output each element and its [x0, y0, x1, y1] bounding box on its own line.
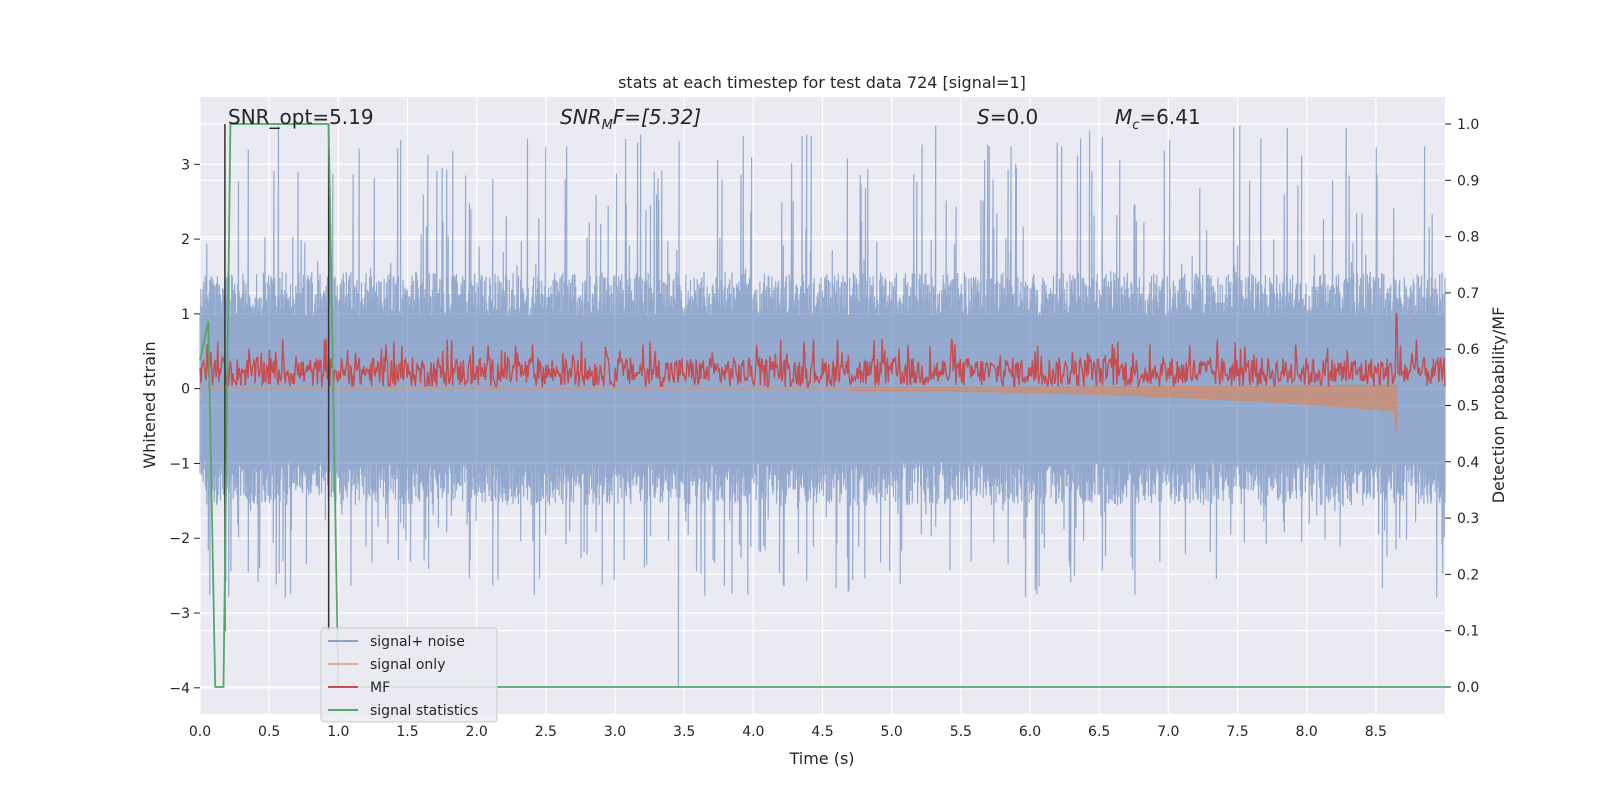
y-tick-label: 2 — [181, 232, 190, 248]
y2-tick-label: 0.4 — [1457, 455, 1479, 471]
y-tick-label: 0 — [181, 382, 190, 398]
x-tick-label: 6.5 — [1088, 724, 1110, 740]
x-axis-ticks: 0.0 0.5 1.0 1.5 2.0 2.5 3.0 3.5 4.0 4.5 5.0 5.5 6.0 6… — [189, 724, 1387, 740]
y2-axis-label: Detection probability/MF — [1489, 307, 1508, 504]
x-tick-label: 7.5 — [1226, 724, 1248, 740]
signal-only-chirp — [849, 384, 1398, 434]
x-tick-label: 8.5 — [1365, 724, 1387, 740]
x-axis-label: Time (s) — [788, 749, 854, 768]
legend-label-signal-only: signal only — [370, 657, 445, 673]
x-tick-label: 4.5 — [811, 724, 833, 740]
y-axis-ticks: −4 −3 −2 −1 0 1 2 3 — [169, 157, 200, 697]
series-signal-noise — [199, 125, 1446, 688]
y2-tick-label: 0.2 — [1457, 567, 1479, 583]
y-tick-label: −3 — [169, 606, 190, 622]
legend-label-signal-statistics: signal statistics — [370, 703, 478, 719]
y-axis-label: Whitened strain — [140, 341, 159, 468]
y2-tick-label: 0.8 — [1457, 230, 1479, 246]
x-tick-label: 5.5 — [950, 724, 972, 740]
x-tick-label: 2.5 — [535, 724, 557, 740]
x-tick-label: 4.0 — [742, 724, 764, 740]
annotation-snr-opt: SNR_opt=5.19 — [228, 105, 374, 129]
mf-line — [199, 313, 1446, 389]
legend: signal+ noise signal only MF signal stat… — [320, 627, 498, 723]
y2-tick-label: 0.0 — [1457, 680, 1479, 696]
x-tick-label: 0.5 — [258, 724, 280, 740]
x-tick-label: 6.0 — [1019, 724, 1041, 740]
signal-noise-line — [199, 125, 1446, 688]
y-tick-label: 1 — [181, 307, 190, 323]
y2-tick-label: 0.6 — [1457, 342, 1479, 358]
y2-tick-label: 0.1 — [1457, 624, 1479, 640]
y-tick-label: 3 — [181, 157, 190, 173]
annotation-snr-mf: SNRMF=[5.32] — [560, 105, 701, 133]
x-tick-label: 7.0 — [1157, 724, 1179, 740]
x-tick-label: 8.0 — [1296, 724, 1318, 740]
y-tick-label: −2 — [169, 531, 190, 547]
x-tick-label: 1.5 — [396, 724, 418, 740]
x-tick-label: 0.0 — [189, 724, 211, 740]
series-signal-only — [200, 384, 1398, 434]
x-tick-label: 5.0 — [881, 724, 903, 740]
x-tick-label: 3.5 — [673, 724, 695, 740]
annotation-mc: Mc=6.41 — [1115, 105, 1201, 133]
y-tick-label: −1 — [169, 456, 190, 472]
y2-axis-ticks: 0.0 0.1 0.2 0.3 0.4 0.5 0.6 0.7 0.8 0.9 1.0 — [1445, 117, 1479, 696]
y-tick-label: −4 — [169, 681, 190, 697]
legend-label-signal-noise: signal+ noise — [370, 634, 465, 650]
y2-tick-label: 0.3 — [1457, 511, 1479, 527]
y2-tick-label: 0.9 — [1457, 173, 1479, 189]
y2-tick-label: 1.0 — [1457, 117, 1479, 133]
x-tick-label: 1.0 — [327, 724, 349, 740]
x-tick-label: 2.0 — [466, 724, 488, 740]
annotation-s: S=0.0 — [977, 105, 1038, 129]
legend-label-mf: MF — [370, 680, 390, 696]
y2-tick-label: 0.7 — [1457, 286, 1479, 302]
chart-title: stats at each timestep for test data 724… — [618, 73, 1026, 92]
legend-box — [320, 627, 498, 723]
y2-tick-label: 0.5 — [1457, 399, 1479, 415]
series-mf — [199, 313, 1446, 389]
x-tick-label: 3.0 — [604, 724, 626, 740]
